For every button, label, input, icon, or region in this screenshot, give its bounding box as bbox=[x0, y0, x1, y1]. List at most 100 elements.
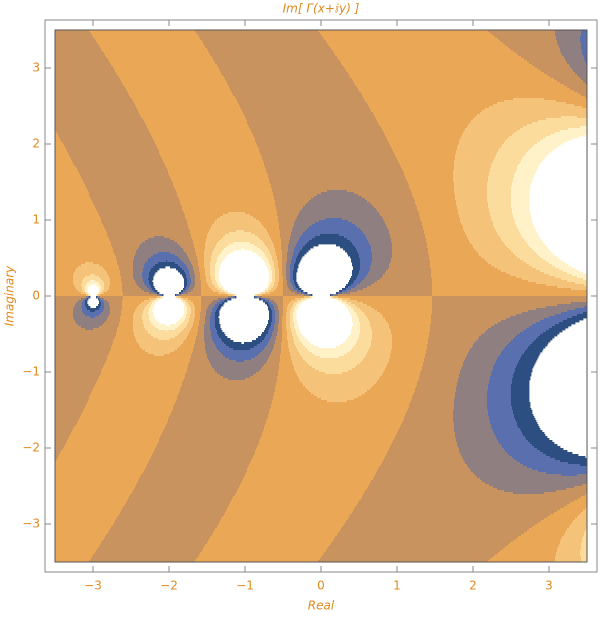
contour-band bbox=[356, 312, 365, 315]
contour-band bbox=[279, 364, 294, 367]
contour-band bbox=[567, 86, 588, 89]
contour-band bbox=[583, 278, 588, 281]
contour-band bbox=[218, 524, 345, 527]
contour-band bbox=[178, 264, 187, 267]
contour-band bbox=[187, 254, 197, 257]
contour-band bbox=[115, 254, 136, 257]
contour-band bbox=[567, 504, 588, 507]
contour-band bbox=[184, 308, 188, 311]
contour-band bbox=[268, 268, 272, 271]
contour-band bbox=[523, 330, 547, 333]
contour-band bbox=[228, 298, 232, 301]
contour-band bbox=[303, 246, 314, 249]
contour-band bbox=[537, 142, 564, 145]
contour-band bbox=[535, 524, 571, 527]
contour-band bbox=[432, 278, 523, 281]
contour-band bbox=[113, 342, 139, 345]
contour-band bbox=[114, 252, 137, 255]
contour-band bbox=[286, 326, 291, 329]
contour-band bbox=[210, 320, 216, 323]
contour-band bbox=[399, 428, 455, 431]
contour-band bbox=[55, 396, 90, 399]
contour-band bbox=[86, 296, 89, 299]
contour-band bbox=[458, 378, 491, 381]
contour-band bbox=[186, 252, 197, 255]
contour-band bbox=[113, 340, 137, 343]
contour-band bbox=[412, 192, 455, 195]
contour-band bbox=[290, 280, 295, 283]
contour-band bbox=[391, 332, 430, 335]
contour-band bbox=[55, 148, 67, 151]
contour-band bbox=[547, 74, 578, 77]
contour-band bbox=[504, 100, 557, 103]
contour-band bbox=[195, 278, 201, 281]
contour-band bbox=[276, 208, 303, 211]
contour-band bbox=[107, 358, 191, 361]
contour-band bbox=[375, 474, 476, 477]
contour-band bbox=[215, 344, 227, 347]
contour-band bbox=[537, 448, 564, 451]
contour-band bbox=[291, 330, 297, 333]
contour-band bbox=[176, 322, 183, 325]
contour-band bbox=[336, 244, 354, 247]
contour-band bbox=[269, 316, 273, 319]
contour-band bbox=[288, 304, 294, 307]
contour-band bbox=[136, 484, 241, 487]
contour-band bbox=[268, 282, 272, 285]
contour-band bbox=[504, 348, 528, 351]
contour-band bbox=[372, 256, 393, 259]
contour-band bbox=[368, 350, 392, 353]
contour-band bbox=[184, 250, 196, 253]
contour-band bbox=[188, 292, 202, 295]
contour-band bbox=[55, 84, 124, 87]
contour-band bbox=[187, 222, 215, 225]
contour-band bbox=[145, 262, 159, 265]
contour-band bbox=[281, 350, 290, 353]
contour-band bbox=[353, 308, 361, 311]
contour-band bbox=[233, 348, 251, 351]
contour-band bbox=[571, 302, 588, 305]
contour-band bbox=[216, 262, 222, 265]
contour-band bbox=[184, 304, 187, 307]
contour-band bbox=[489, 418, 516, 421]
contour-band bbox=[262, 332, 269, 335]
contour-band bbox=[216, 328, 222, 331]
contour-band bbox=[487, 194, 512, 197]
contour-band bbox=[89, 194, 178, 197]
contour-band bbox=[276, 206, 304, 209]
contour-band bbox=[184, 284, 188, 287]
contour-band bbox=[369, 320, 387, 323]
contour-band bbox=[350, 292, 433, 295]
contour-band bbox=[390, 234, 426, 237]
contour-band bbox=[288, 340, 295, 343]
contour-band bbox=[304, 296, 310, 299]
contour-band bbox=[111, 242, 143, 245]
contour-band bbox=[104, 304, 110, 307]
contour-band bbox=[388, 268, 432, 271]
contour-band bbox=[136, 250, 185, 253]
contour-band bbox=[354, 192, 413, 195]
contour-band bbox=[159, 150, 260, 153]
contour-band bbox=[504, 142, 538, 145]
contour-band bbox=[297, 348, 308, 351]
contour-band bbox=[185, 302, 189, 305]
contour-band bbox=[74, 284, 82, 287]
contour-band bbox=[397, 158, 456, 161]
contour-band bbox=[574, 104, 588, 107]
contour-band bbox=[255, 234, 270, 237]
contour-band bbox=[269, 272, 273, 275]
contour-band bbox=[511, 202, 530, 205]
contour-band bbox=[290, 322, 295, 325]
contour-band bbox=[147, 286, 152, 289]
contour-band bbox=[160, 296, 163, 299]
contour-band bbox=[100, 290, 104, 293]
contour-band bbox=[298, 350, 310, 353]
contour-band bbox=[392, 344, 428, 347]
contour-band bbox=[99, 302, 102, 305]
contour-band bbox=[85, 304, 89, 307]
contour-band bbox=[154, 236, 165, 239]
contour-band bbox=[524, 352, 541, 355]
contour-band bbox=[581, 512, 588, 515]
contour-band bbox=[99, 308, 105, 311]
contour-band bbox=[57, 132, 151, 135]
